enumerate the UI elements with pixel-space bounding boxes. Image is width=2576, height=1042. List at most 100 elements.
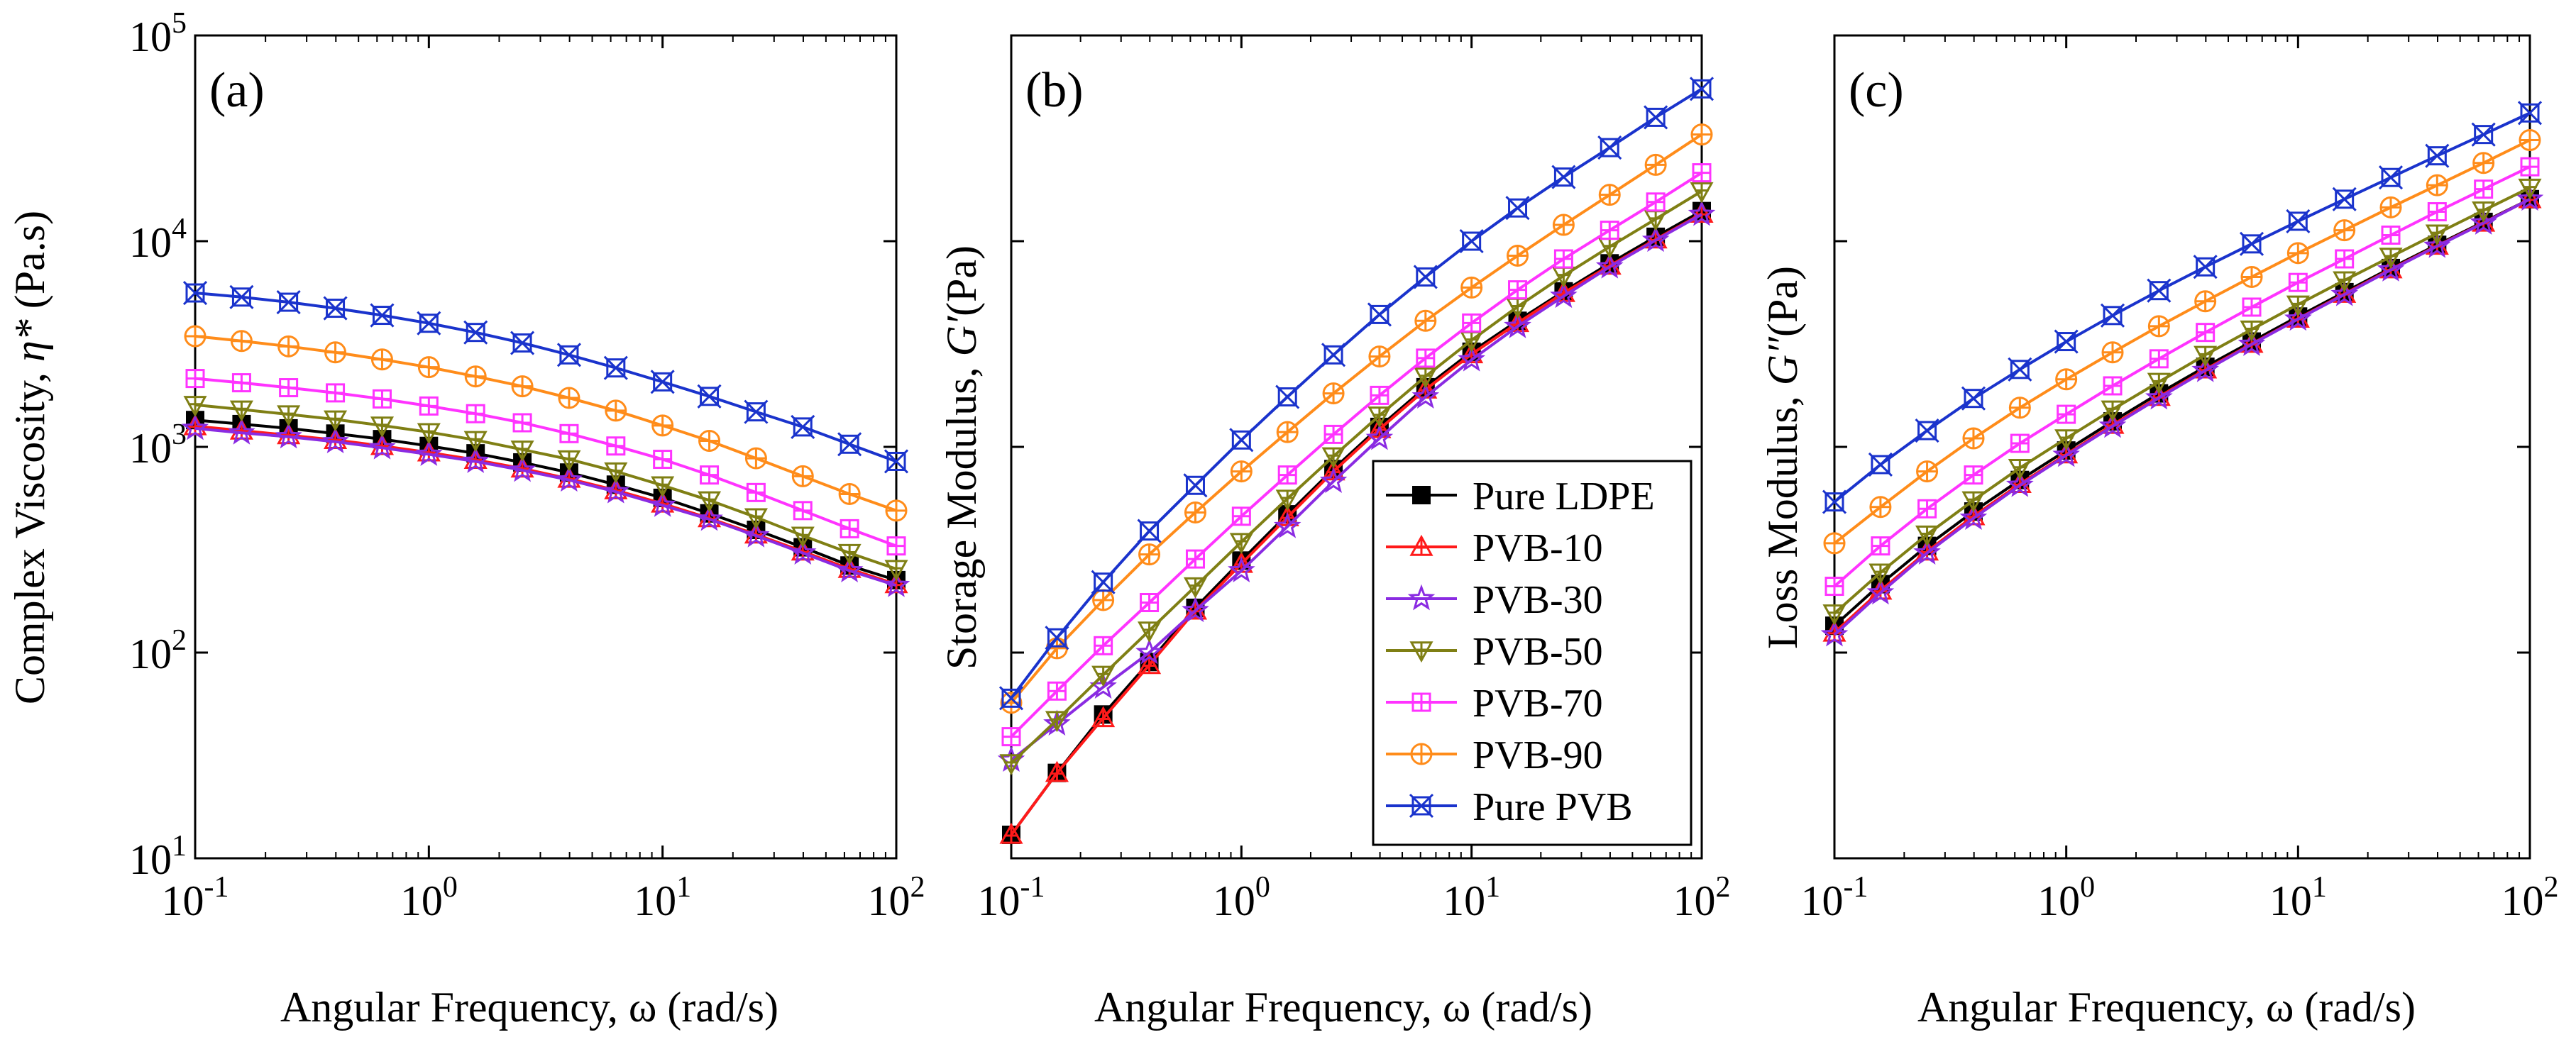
data-point-pvb-70 [1047,681,1067,701]
series-pvb-50 [1822,178,2542,626]
data-point-pvb-50 [463,431,488,453]
x-tick-label: 101 [2269,871,2327,924]
data-point-pvb-70 [1508,280,1528,300]
data-point-pvb-70 [419,396,439,416]
data-point-pvb-90 [1414,309,1437,332]
data-point-pvb-90 [1460,276,1483,299]
data-point-pvb-70 [2381,225,2401,245]
legend: Pure LDPE PVB-10 PVB-30 PVB-50 PVB-70 PVB-90 P… [1372,460,1692,846]
data-point-pvb-30 [415,440,443,466]
data-point-pvb-70 [326,383,346,403]
data-point-pvb-50 [2147,372,2171,394]
data-point-pvb-30 [1365,423,1394,450]
legend-entry-pvb-90: PVB-90 [1386,733,1603,777]
data-point-pvb-90 [651,414,674,437]
legend-marker [1409,534,1433,556]
data-point-pvb-30 [1595,252,1624,279]
data-point-pure-pvb [323,296,348,321]
data-point-pvb-70 [1824,577,1844,597]
series-line-pure-pvb [1833,111,2531,504]
legend-entry-pure-pvb: Pure PVB [1386,785,1633,829]
plot-frame [194,34,898,860]
data-point-pvb-70 [700,465,720,485]
data-point-pvb-90 [2055,368,2078,391]
data-point-pvb-50 [1275,489,1299,511]
data-point-pvb-70 [1094,636,1113,655]
series-line-pure-ldpe [194,419,897,582]
x-ticks [1833,35,2531,858]
data-point-pvb-70 [1553,249,1573,269]
data-point-pvb-50 [2333,271,2357,293]
data-point-pure-pvb [510,331,535,355]
data-point-pvb-70 [1462,313,1482,333]
data-point-pvb-90 [1644,153,1667,176]
data-point-pvb-90 [2240,265,2263,288]
data-point-pvb-50 [2008,458,2032,480]
series-line-pure-ldpe [1833,198,2531,627]
data-point-pure-pvb [697,384,722,409]
legend-entry-pure-ldpe: Pure LDPE [1386,475,1655,519]
data-point-pvb-70 [840,519,859,538]
data-point-pvb-50 [999,754,1023,775]
data-point-pvb-30 [882,571,910,597]
data-point-pvb-50 [744,508,768,530]
data-point-pvb-90 [1322,382,1345,405]
data-point-pvb-30 [2238,330,2266,356]
legend-marker [1407,584,1436,611]
data-point-pvb-90 [1507,244,1529,267]
data-point-pvb-70 [1692,163,1712,183]
data-point-pvb-50 [2472,201,2496,223]
data-point-pvb-50 [1822,604,1846,626]
x-tick-label: 100 [1213,871,1270,924]
data-point-pvb-90 [885,499,908,522]
legend-entry-pvb-50: PVB-50 [1386,630,1603,674]
series-line-pvb-50 [1010,189,1703,765]
legend-marker [1410,743,1433,765]
data-point-pvb-50 [1321,447,1345,469]
series-line-pure-ldpe [1010,209,1702,836]
legend-label: PVB-10 [1473,526,1603,570]
legend-label: Pure PVB [1473,785,1633,829]
data-point-pvb-30 [1913,538,1941,565]
data-point-pure-pvb [1321,343,1346,367]
data-point-pvb-50 [604,462,628,484]
data-point-pvb-30 [2098,411,2127,438]
data-point-pvb-90 [698,429,721,452]
data-point-pure-pvb [417,311,441,336]
series-pure-ldpe [1825,189,2539,636]
series-line-pvb-90 [194,335,897,512]
series-pure-pvb [998,77,1714,711]
data-point-pvb-90 [2519,129,2541,152]
data-point-pvb-70 [2335,249,2355,269]
series-pvb-10 [999,201,1714,844]
data-point-pure-pvb [2147,278,2172,303]
data-point-pure-pvb [276,289,301,315]
data-point-pure-pvb [884,449,909,474]
data-point-pure-pvb [1045,626,1069,650]
y-axis-label-b: Storage Modulus, G′(Pa) [938,245,985,670]
data-point-pure-pvb [2193,255,2218,279]
series-line-pure-pvb [194,292,897,463]
series-line-pvb-10 [1010,212,1702,836]
data-point-pure-pvb [791,414,815,439]
data-point-pvb-90 [2472,152,2495,174]
data-point-pure-pvb [1689,77,1714,101]
data-point-pure-pvb [1183,473,1208,498]
data-point-pvb-30 [1135,638,1163,665]
data-point-pvb-30 [368,433,396,460]
data-point-pvb-90 [1368,345,1391,368]
data-point-pvb-50 [1091,665,1116,687]
data-point-pvb-90 [277,335,300,358]
data-point-pvb-70 [559,423,579,443]
y-tick-label: 101 [129,830,187,883]
data-point-pvb-90 [1230,460,1253,483]
data-point-pvb-30 [695,504,723,531]
legend-label: PVB-70 [1473,682,1603,726]
data-point-pvb-90 [417,356,440,379]
data-point-pvb-70 [1646,192,1666,212]
data-point-pvb-50 [651,476,675,498]
data-point-pure-pvb [1413,265,1438,289]
data-point-pvb-70 [2196,323,2216,343]
data-point-pvb-50 [557,450,581,472]
data-point-pvb-30 [602,477,630,504]
